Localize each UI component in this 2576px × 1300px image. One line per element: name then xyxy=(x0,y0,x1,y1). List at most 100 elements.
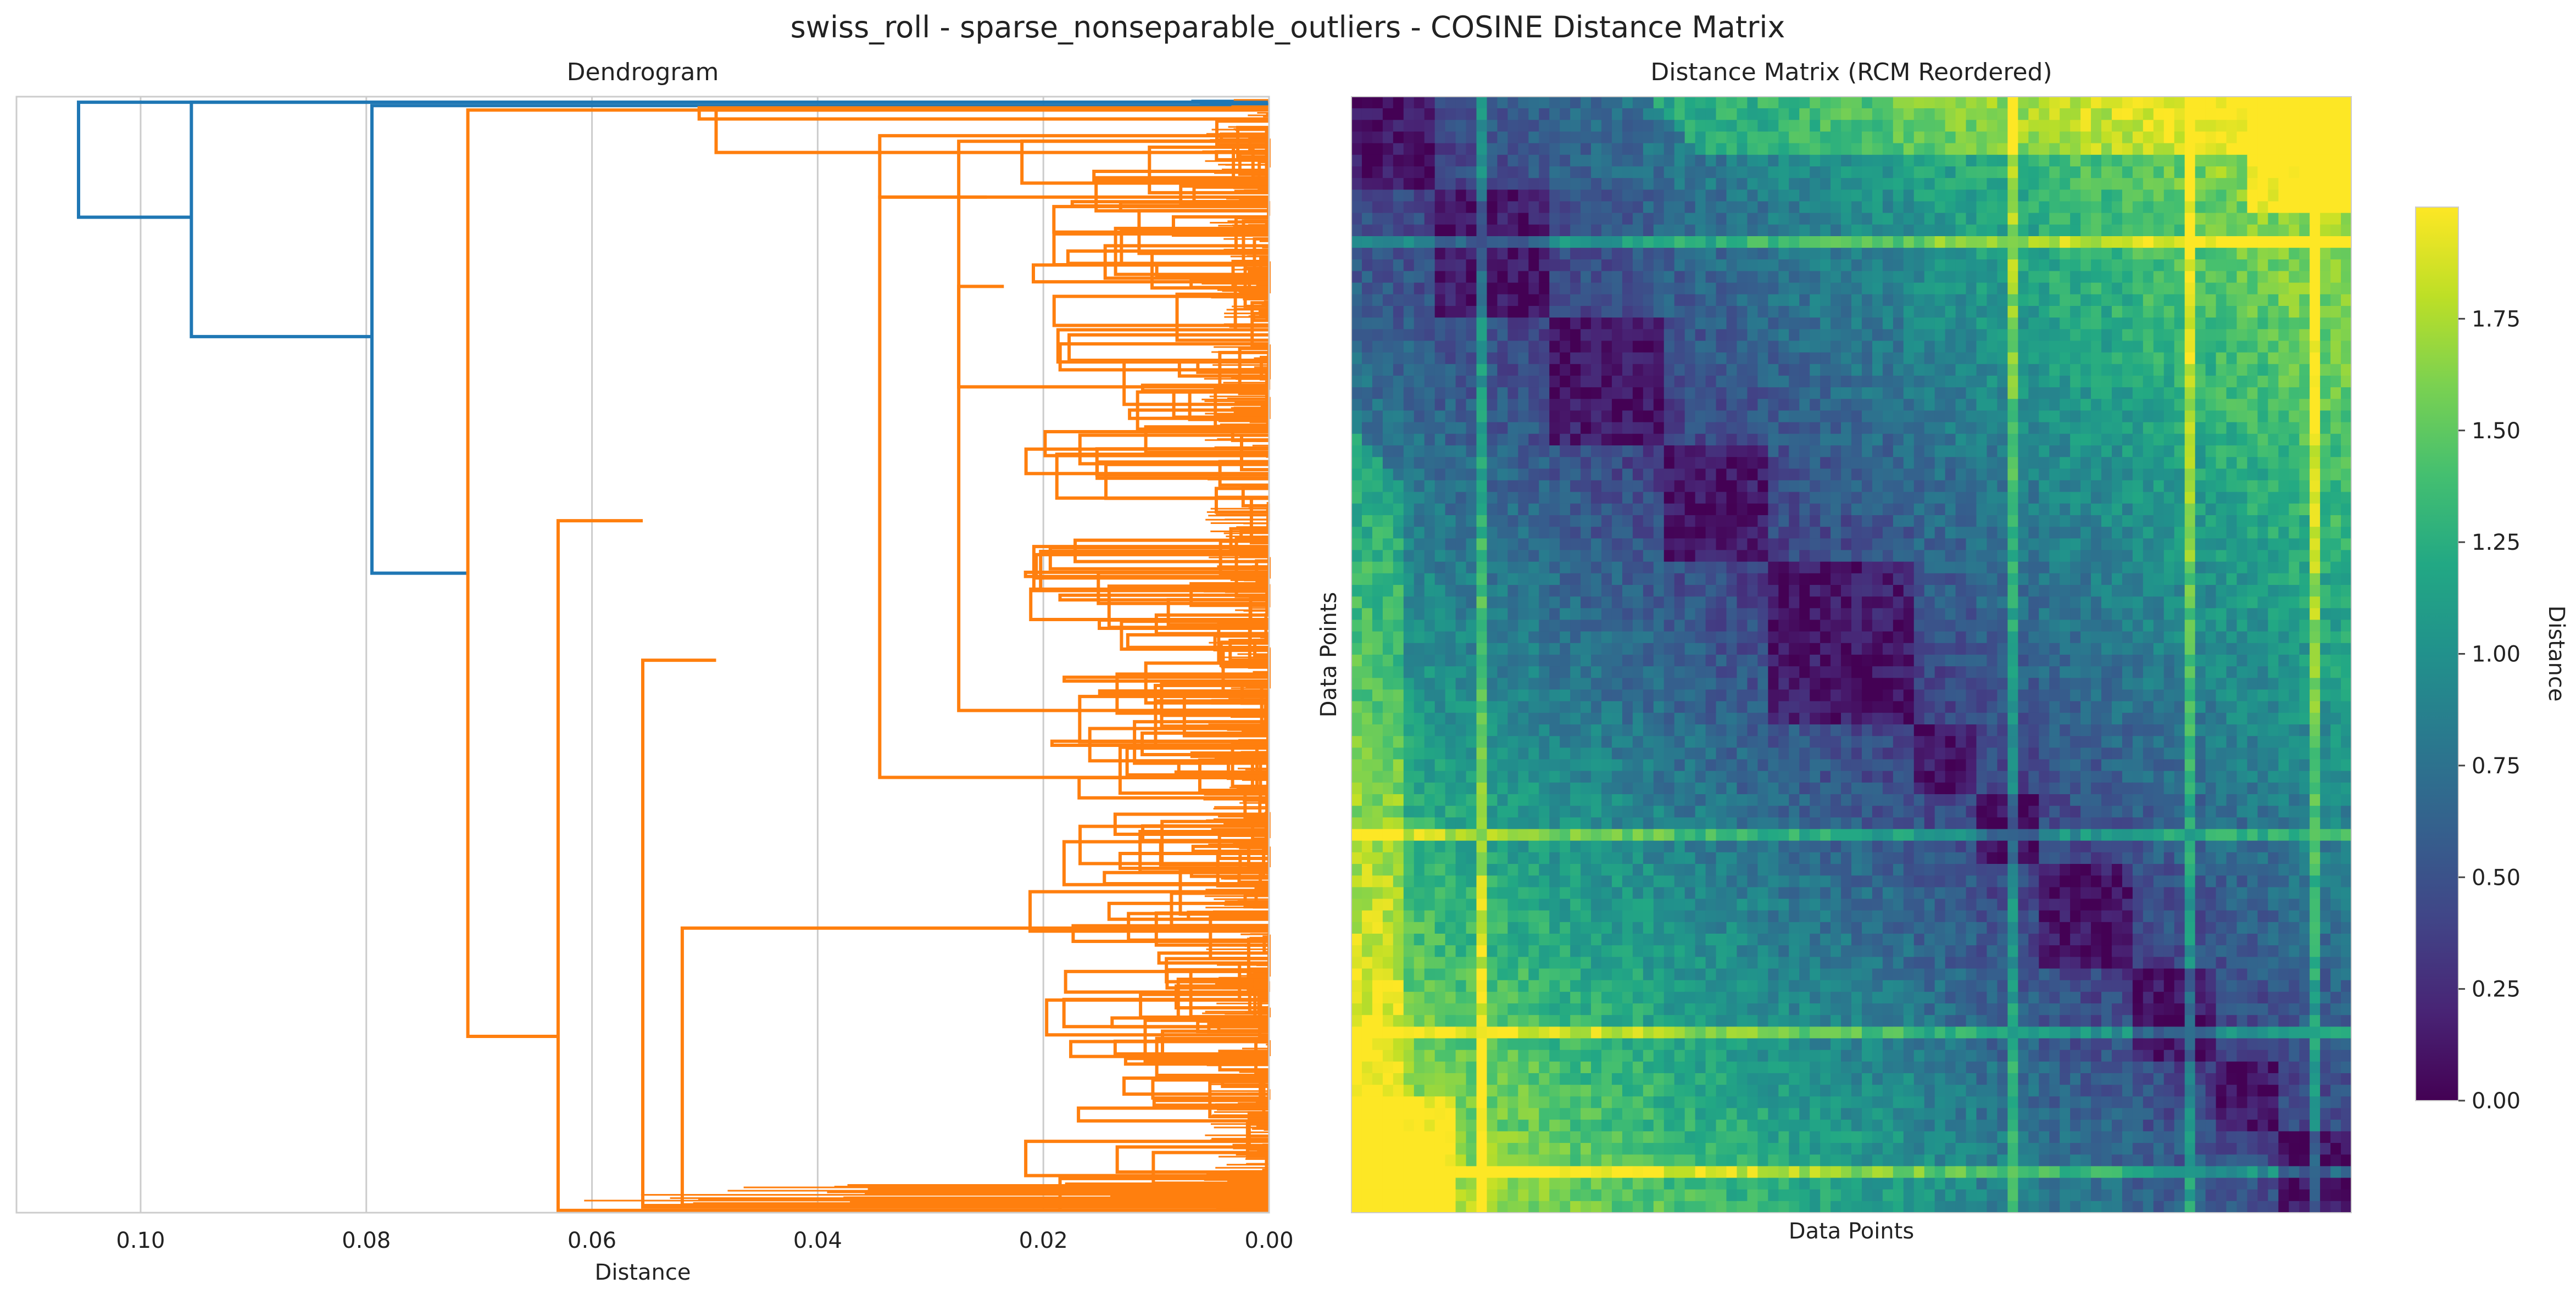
heatmap-cell xyxy=(2163,527,2175,539)
heatmap-cell xyxy=(2205,480,2217,493)
heatmap-cell xyxy=(1424,108,1436,120)
heatmap-cell xyxy=(2268,329,2279,342)
heatmap-cell xyxy=(2049,480,2060,493)
heatmap-cell xyxy=(1913,538,1925,551)
heatmap-cell xyxy=(1882,294,1894,306)
heatmap-cell xyxy=(1581,166,1592,178)
heatmap-cell xyxy=(1611,527,1623,539)
dendrogram-x-tick-label: 0.00 xyxy=(1244,1228,1293,1253)
heatmap-cell xyxy=(1601,561,1612,574)
heatmap-cell xyxy=(1924,97,1935,109)
heatmap-cell xyxy=(2205,527,2217,539)
heatmap-cell xyxy=(2007,585,2018,597)
heatmap-cell xyxy=(1893,433,1904,446)
heatmap-cell xyxy=(1601,433,1612,446)
heatmap-cell xyxy=(1893,120,1904,132)
heatmap-cell xyxy=(1955,492,1967,504)
heatmap-cell xyxy=(1705,294,1717,306)
heatmap-cell xyxy=(1497,213,1508,225)
heatmap-cell xyxy=(2205,387,2217,399)
heatmap-cell xyxy=(2132,120,2144,132)
heatmap-cell xyxy=(2070,445,2081,457)
heatmap-cell xyxy=(1414,515,1425,527)
heatmap-cell xyxy=(2236,515,2248,527)
heatmap-cell xyxy=(1945,329,1956,342)
heatmap-cell xyxy=(1924,561,1935,574)
heatmap-cell xyxy=(1924,271,1935,283)
heatmap-cell xyxy=(1674,399,1685,411)
heatmap-cell xyxy=(1768,97,1779,109)
heatmap-cell xyxy=(1382,317,1394,330)
heatmap-cell xyxy=(1820,538,1831,551)
heatmap-cell xyxy=(1539,236,1550,248)
heatmap-cell xyxy=(1861,352,1873,365)
heatmap-cell xyxy=(1643,189,1654,202)
heatmap-cell xyxy=(1747,399,1758,411)
heatmap-cell xyxy=(1726,527,1738,539)
heatmap-cell xyxy=(2330,120,2341,132)
heatmap-cell xyxy=(1507,341,1518,353)
heatmap-cell xyxy=(1882,492,1894,504)
heatmap-cell xyxy=(1424,178,1436,190)
heatmap-cell xyxy=(1966,503,1977,516)
heatmap-cell xyxy=(1976,166,1988,178)
heatmap-cell xyxy=(2320,108,2331,120)
heatmap-cell xyxy=(1476,352,1488,365)
heatmap-cell xyxy=(1955,306,1967,318)
heatmap-cell xyxy=(1393,492,1404,504)
heatmap-cell xyxy=(1663,480,1675,493)
heatmap-cell xyxy=(1560,178,1571,190)
heatmap-cell xyxy=(1913,492,1925,504)
heatmap-cell xyxy=(2320,306,2331,318)
heatmap-cell xyxy=(2132,585,2144,597)
heatmap-cell xyxy=(2060,189,2071,202)
heatmap-cell xyxy=(2226,248,2238,260)
heatmap-cell xyxy=(1997,178,2008,190)
heatmap-cell xyxy=(1778,422,1789,434)
heatmap-cell xyxy=(1705,445,1717,457)
heatmap-cell xyxy=(1518,271,1529,283)
heatmap-cell xyxy=(1622,480,1633,493)
heatmap-cell xyxy=(2330,538,2341,551)
heatmap-cell xyxy=(1747,166,1758,178)
heatmap-cell xyxy=(1789,550,1800,562)
heatmap-cell xyxy=(2341,376,2352,388)
heatmap-cell xyxy=(1570,515,1581,527)
heatmap-cell xyxy=(1705,515,1717,527)
heatmap-cell xyxy=(2205,131,2217,144)
heatmap-cell xyxy=(2143,538,2154,551)
heatmap-cell xyxy=(2101,306,2112,318)
heatmap-cell xyxy=(1601,224,1612,237)
heatmap-cell xyxy=(2257,294,2268,306)
heatmap-cell xyxy=(1726,433,1738,446)
heatmap-cell xyxy=(1924,341,1935,353)
heatmap-cell xyxy=(1716,224,1727,237)
heatmap-cell xyxy=(1893,410,1904,423)
heatmap-cell xyxy=(2247,341,2258,353)
heatmap-cell xyxy=(1611,201,1623,214)
heatmap-cell xyxy=(2184,433,2196,446)
heatmap-cell xyxy=(2320,468,2331,481)
heatmap-cell xyxy=(1591,97,1602,109)
heatmap-cell xyxy=(2028,352,2039,365)
heatmap-cell xyxy=(2132,410,2144,423)
heatmap-cell xyxy=(1663,561,1675,574)
heatmap-cell xyxy=(2268,120,2279,132)
heatmap-cell xyxy=(1507,306,1518,318)
heatmap-cell xyxy=(2007,561,2018,574)
heatmap-cell xyxy=(1716,538,1727,551)
heatmap-cell xyxy=(1466,492,1477,504)
heatmap-cell xyxy=(1716,131,1727,144)
heatmap-cell xyxy=(1466,527,1477,539)
heatmap-cell xyxy=(1560,189,1571,202)
heatmap-cell xyxy=(2341,341,2352,353)
heatmap-cell xyxy=(2289,236,2300,248)
heatmap-cell xyxy=(1882,352,1894,365)
heatmap-cell xyxy=(1507,364,1518,376)
heatmap-cell xyxy=(1632,224,1644,237)
heatmap-cell xyxy=(2216,154,2227,167)
heatmap-cell xyxy=(2195,108,2206,120)
heatmap-cell xyxy=(2216,410,2227,423)
heatmap-cell xyxy=(2101,224,2112,237)
heatmap-cell xyxy=(1643,108,1654,120)
